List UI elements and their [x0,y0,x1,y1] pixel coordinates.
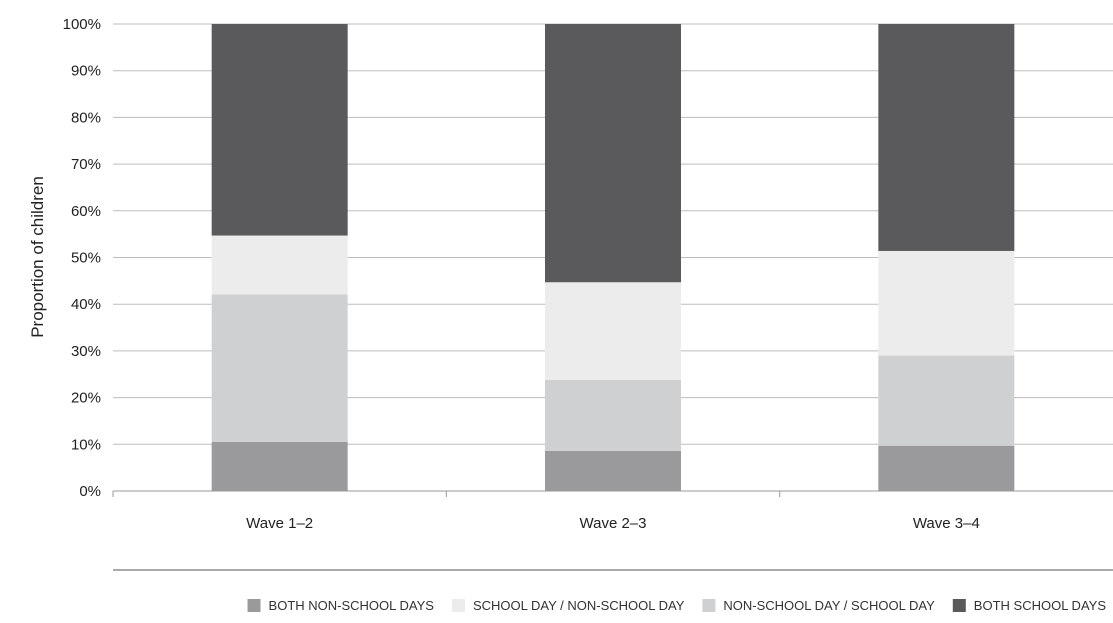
legend-label: BOTH NON-SCHOOL DAYS [269,598,435,613]
y-tick-label: 50% [71,250,101,267]
legend-swatch [702,599,716,612]
y-axis-title: Proportion of children [28,176,47,338]
bars [211,24,1015,491]
bar-segment [211,441,348,491]
legend-swatch [247,599,261,612]
bar-segment [545,282,681,380]
x-tick-label: Wave 3–4 [913,515,980,532]
x-tick-label: Wave 1–2 [246,515,313,532]
legend-item: BOTH SCHOOL DAYS [952,598,1107,613]
bar-segment [878,355,1015,446]
bar-segment [211,294,348,442]
y-tick-label: 100% [63,16,101,33]
y-tick-label: 70% [71,156,101,173]
bar-segment [878,24,1015,251]
y-tick-label: 40% [71,296,101,313]
y-tick-label: 60% [71,203,101,220]
y-tick-label: 80% [71,109,101,126]
bar-segment [211,24,348,236]
legend-swatch [451,599,465,612]
legend-label: SCHOOL DAY / NON-SCHOOL DAY [473,598,685,613]
y-tick-label: 10% [71,436,101,453]
legend-item: SCHOOL DAY / NON-SCHOOL DAY [451,598,685,613]
bar-segment [545,379,681,451]
x-tick-label: Wave 2–3 [580,515,647,532]
bar-segment [878,445,1015,491]
y-tick-label: 90% [71,63,101,80]
axes: 0% 10% 20% 30% 40% 50% 60% 70% 80% 90% 100% Wave 1–… [63,16,1113,532]
y-tick-label: 20% [71,390,101,407]
legend-item: BOTH NON-SCHOOL DAYS [247,598,435,613]
bar-segment [878,250,1015,356]
bar-segment [211,235,348,295]
bar-segment [545,450,681,491]
y-tick-label: 0% [79,483,101,500]
bar-segment [545,24,681,283]
legend-swatch [952,599,966,612]
legend: BOTH NON-SCHOOL DAYS SCHOOL DAY / NON-SCH… [247,598,1107,613]
legend-item: NON-SCHOOL DAY / SCHOOL DAY [702,598,935,613]
legend-label: BOTH SCHOOL DAYS [974,598,1107,613]
y-tick-label: 30% [71,343,101,360]
legend-label: NON-SCHOOL DAY / SCHOOL DAY [723,598,935,613]
